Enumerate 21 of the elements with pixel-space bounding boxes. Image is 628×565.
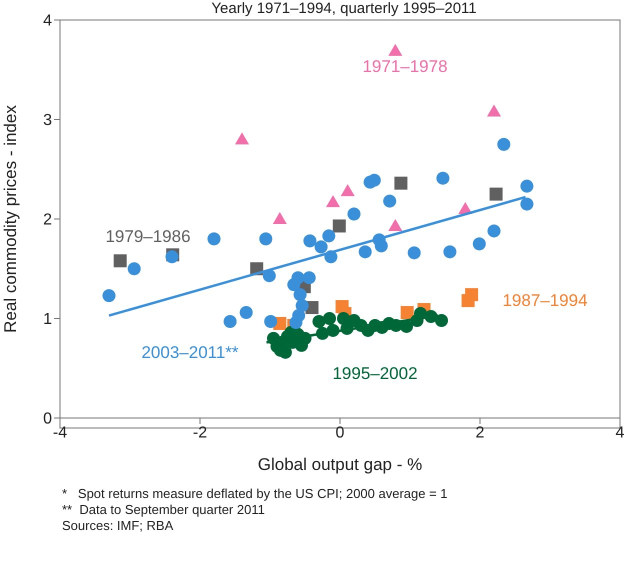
y-tick-label: 0 [43,410,52,428]
series-label: 1995–2002 [332,364,418,383]
x-tick-label: 4 [616,424,625,442]
y-tick-label: 3 [43,112,52,130]
y-axis-title: Real commodity prices - index [1,104,20,333]
source-note: Sources: IMF; RBA [62,518,174,534]
x-tick-label: -4 [52,424,68,442]
series-label: 1979–1986 [105,227,191,246]
text: ** Data to September quarter 2011 [62,502,266,518]
y-tick-label: 2 [43,212,52,229]
y-tick-label: 1 [43,311,52,328]
x-tick-label: -2 [192,424,208,442]
text: * Spot returns measure deflated by the US CPI; 2000 average = 1 [62,486,448,502]
series-label: 1971–1978 [362,57,448,76]
y-tick-label: 4 [43,12,52,30]
x-tick-label: 2 [476,424,485,442]
series-label: 1987–1994 [502,291,588,310]
x-tick-label: 0 [336,424,345,442]
x-axis-title: Global output gap - % [258,455,422,474]
series-label: 2003–2011** [141,343,239,362]
chart-subtitle: Yearly 1971–1994, quarterly 1995–2011 [210,0,478,17]
